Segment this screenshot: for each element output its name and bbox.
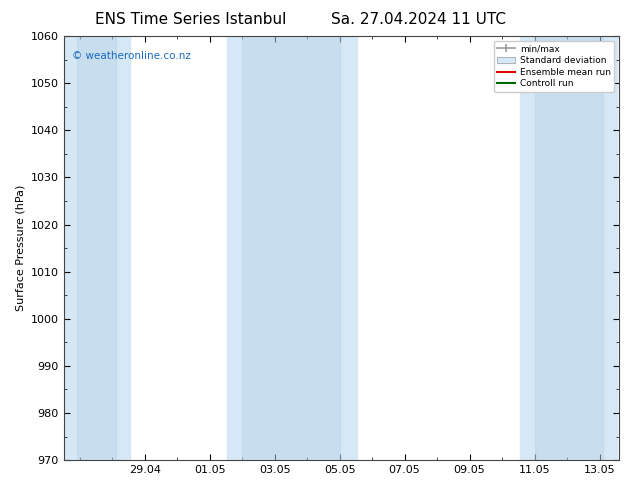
Bar (534, 36, 603, 460)
Bar (520, 36, 617, 460)
Bar (65, 36, 130, 460)
Legend: min/max, Standard deviation, Ensemble mean run, Controll run: min/max, Standard deviation, Ensemble me… (494, 41, 614, 92)
Text: ENS Time Series Istanbul: ENS Time Series Istanbul (94, 12, 286, 27)
Y-axis label: Surface Pressure (hPa): Surface Pressure (hPa) (15, 185, 25, 311)
Text: Sa. 27.04.2024 11 UTC: Sa. 27.04.2024 11 UTC (331, 12, 506, 27)
Bar (242, 36, 340, 460)
Bar (227, 36, 357, 460)
Text: © weatheronline.co.nz: © weatheronline.co.nz (72, 51, 191, 61)
Bar (77, 36, 115, 460)
